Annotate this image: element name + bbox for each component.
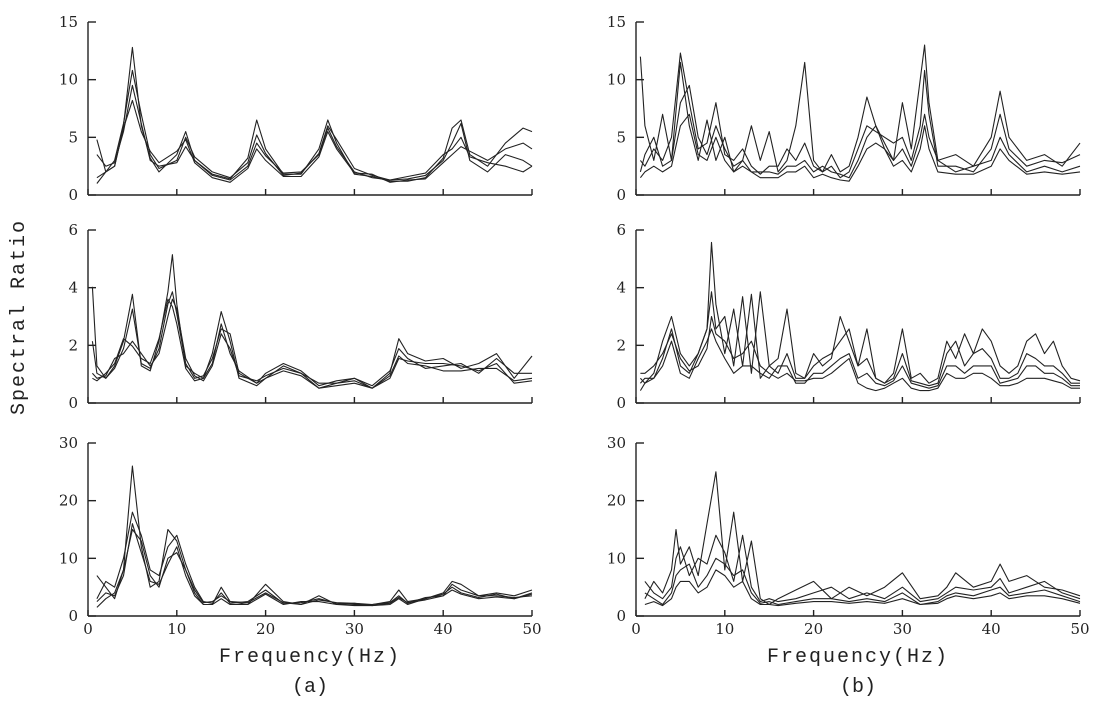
series-line-a-mid-4 [92, 298, 533, 389]
series-line-b-mid-4 [640, 315, 1080, 392]
y-tick-label-a-top-3: 15 [59, 13, 78, 31]
y-tick-label-a-mid-3: 6 [68, 221, 78, 239]
panels-group: 0 5 10 15 0 2 4 6 0 10 20 30 0 10 20 30 40 50 0 5 10 15 0 2 4 6 0 1… [59, 13, 1090, 638]
x-tick-label-b-bot-1: 10 [715, 620, 734, 638]
panel-b-mid: 0 2 4 6 [616, 221, 1081, 412]
x-tick-label-b-bot-2: 20 [804, 620, 823, 638]
y-tick-label-b-mid-3: 6 [616, 221, 626, 239]
series-line-a-mid-2 [91, 291, 532, 387]
panel-label-b: (b) [840, 676, 876, 699]
y-tick-label-b-bot-0: 0 [616, 607, 626, 625]
series-line-b-top-2 [639, 52, 1081, 179]
y-tick-label-a-top-0: 0 [68, 186, 78, 204]
series-line-b-top-4 [639, 113, 1081, 182]
series-line-a-top-2 [96, 69, 533, 184]
y-tick-label-b-mid-0: 0 [616, 394, 626, 412]
y-tick-label-a-top-2: 10 [59, 71, 78, 89]
x-tick-label-a-bot-5: 50 [522, 620, 541, 638]
y-tick-label-b-top-2: 10 [607, 71, 626, 89]
series-line-a-top-3 [96, 84, 533, 181]
series-line-a-bot-1 [96, 465, 533, 606]
series-line-b-mid-2 [639, 291, 1080, 387]
series-line-a-top-4 [96, 99, 533, 183]
panel-a-bot: 0 10 20 30 0 10 20 30 40 50 [59, 434, 542, 638]
y-tick-label-b-mid-1: 2 [616, 336, 626, 354]
y-tick-label-b-bot-2: 20 [607, 492, 626, 510]
y-tick-label-b-mid-2: 4 [616, 279, 626, 297]
x-tick-label-a-bot-3: 30 [345, 620, 364, 638]
x-axis-label-a: Frequency(Hz) [219, 646, 401, 669]
y-tick-label-a-mid-1: 2 [68, 336, 78, 354]
panel-b-bot: 0 10 20 30 0 10 20 30 40 50 [607, 434, 1090, 638]
y-tick-label-b-top-0: 0 [616, 186, 626, 204]
x-tick-label-b-bot-4: 40 [982, 620, 1001, 638]
y-axis-label: Spectral Ratio [8, 219, 31, 415]
panel-a-top: 0 5 10 15 [59, 13, 533, 204]
panel-a-mid: 0 2 4 6 [68, 221, 533, 412]
y-tick-label-a-bot-2: 20 [59, 492, 78, 510]
series-line-a-mid-3 [91, 298, 533, 389]
series-line-b-bot-3 [644, 557, 1081, 606]
y-tick-label-a-mid-0: 0 [68, 394, 78, 412]
series-line-b-top-3 [639, 84, 1081, 179]
y-tick-label-a-top-1: 5 [68, 128, 78, 146]
series-line-b-bot-2 [644, 534, 1081, 603]
y-tick-label-b-bot-3: 30 [607, 434, 626, 452]
y-tick-label-a-mid-2: 4 [68, 279, 78, 297]
panel-label-a: (a) [292, 676, 328, 699]
y-tick-label-b-top-1: 5 [616, 128, 626, 146]
panel-b-top: 0 5 10 15 [607, 13, 1081, 204]
x-axis-label-b: Frequency(Hz) [767, 646, 949, 669]
x-tick-label-b-bot-3: 30 [893, 620, 912, 638]
series-line-a-mid-1 [91, 254, 533, 389]
y-tick-label-a-bot-1: 10 [59, 549, 78, 567]
series-line-b-bot-4 [644, 569, 1081, 607]
y-tick-label-b-top-3: 15 [607, 13, 626, 31]
series-line-a-bot-3 [96, 528, 533, 608]
y-tick-label-a-bot-3: 30 [59, 434, 78, 452]
x-tick-label-a-bot-2: 20 [256, 620, 275, 638]
x-tick-label-a-bot-0: 0 [83, 620, 93, 638]
x-tick-label-b-bot-0: 0 [631, 620, 641, 638]
series-line-a-bot-2 [96, 511, 533, 606]
x-tick-label-a-bot-4: 40 [434, 620, 453, 638]
series-line-b-bot-1 [644, 471, 1081, 606]
x-tick-label-b-bot-5: 50 [1070, 620, 1089, 638]
x-tick-label-a-bot-1: 10 [167, 620, 186, 638]
y-tick-label-a-bot-0: 0 [68, 607, 78, 625]
series-line-b-mid-3 [639, 328, 1080, 391]
series-line-a-bot-4 [96, 523, 533, 607]
y-tick-label-b-bot-1: 10 [607, 549, 626, 567]
series-line-b-mid-1 [639, 241, 1081, 384]
